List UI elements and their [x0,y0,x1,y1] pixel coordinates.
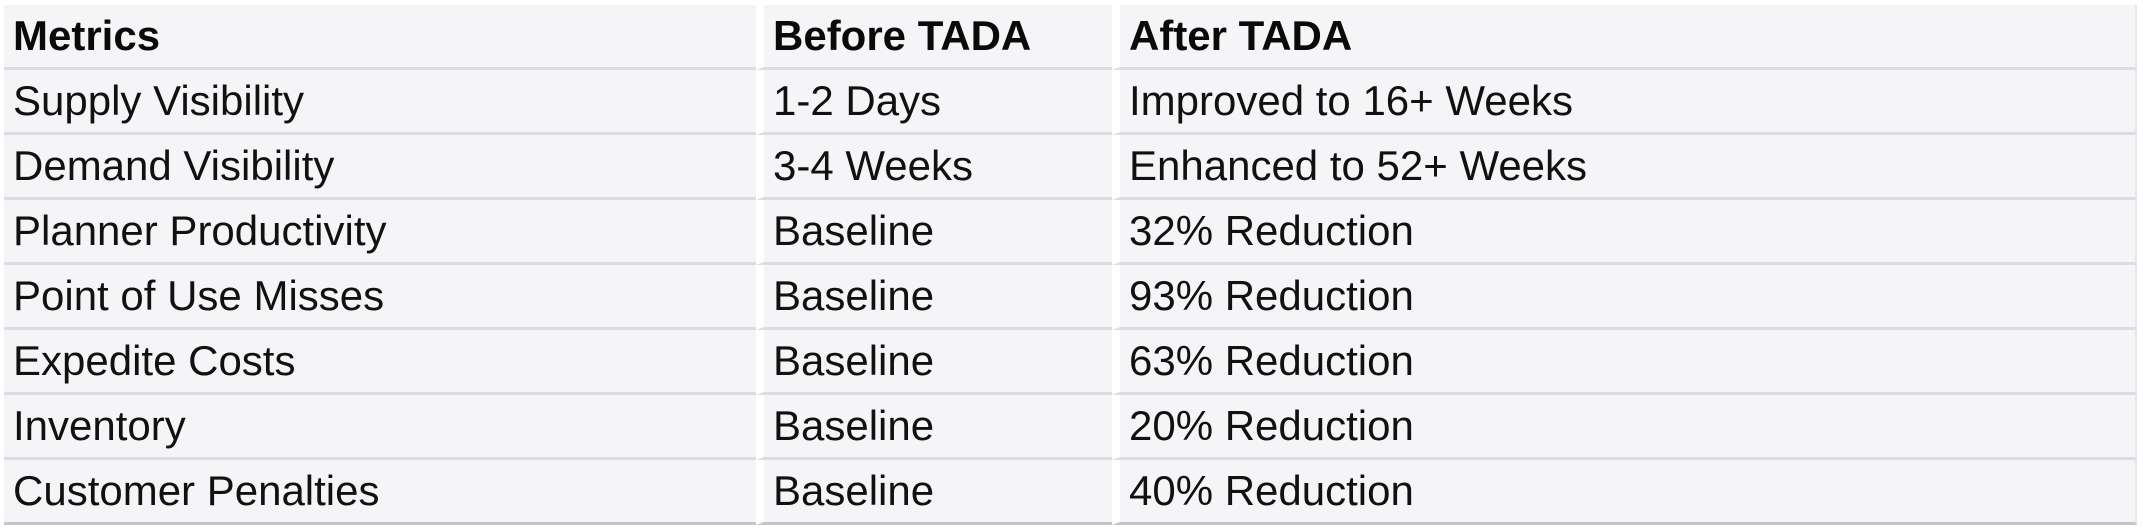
before-cell: 1-2 Days [756,70,1112,135]
table-header-row: Metrics Before TADA After TADA [4,5,2137,70]
table-row: Point of Use Misses Baseline 93% Reducti… [4,265,2137,330]
after-cell: Improved to 16+ Weeks [1112,70,2137,135]
after-cell: 40% Reduction [1112,460,2137,525]
column-header-metrics: Metrics [4,5,756,70]
table-row: Supply Visibility 1-2 Days Improved to 1… [4,70,2137,135]
before-cell: Baseline [756,265,1112,330]
table-row: Planner Productivity Baseline 32% Reduct… [4,200,2137,265]
table-row: Inventory Baseline 20% Reduction [4,395,2137,460]
after-cell: 20% Reduction [1112,395,2137,460]
metric-cell: Expedite Costs [4,330,756,395]
after-cell: 63% Reduction [1112,330,2137,395]
after-cell: 32% Reduction [1112,200,2137,265]
after-cell: Enhanced to 52+ Weeks [1112,135,2137,200]
metric-cell: Inventory [4,395,756,460]
metric-cell: Demand Visibility [4,135,756,200]
metric-cell: Planner Productivity [4,200,756,265]
column-header-before-tada: Before TADA [756,5,1112,70]
metric-cell: Point of Use Misses [4,265,756,330]
table-row: Expedite Costs Baseline 63% Reduction [4,330,2137,395]
before-cell: Baseline [756,330,1112,395]
metrics-comparison-table: Metrics Before TADA After TADA Supply Vi… [4,5,2137,525]
metric-cell: Supply Visibility [4,70,756,135]
before-cell: Baseline [756,200,1112,265]
column-header-after-tada: After TADA [1112,5,2137,70]
before-cell: Baseline [756,460,1112,525]
metric-cell: Customer Penalties [4,460,756,525]
after-cell: 93% Reduction [1112,265,2137,330]
table-row: Demand Visibility 3-4 Weeks Enhanced to … [4,135,2137,200]
before-cell: Baseline [756,395,1112,460]
table-row: Customer Penalties Baseline 40% Reductio… [4,460,2137,525]
before-cell: 3-4 Weeks [756,135,1112,200]
